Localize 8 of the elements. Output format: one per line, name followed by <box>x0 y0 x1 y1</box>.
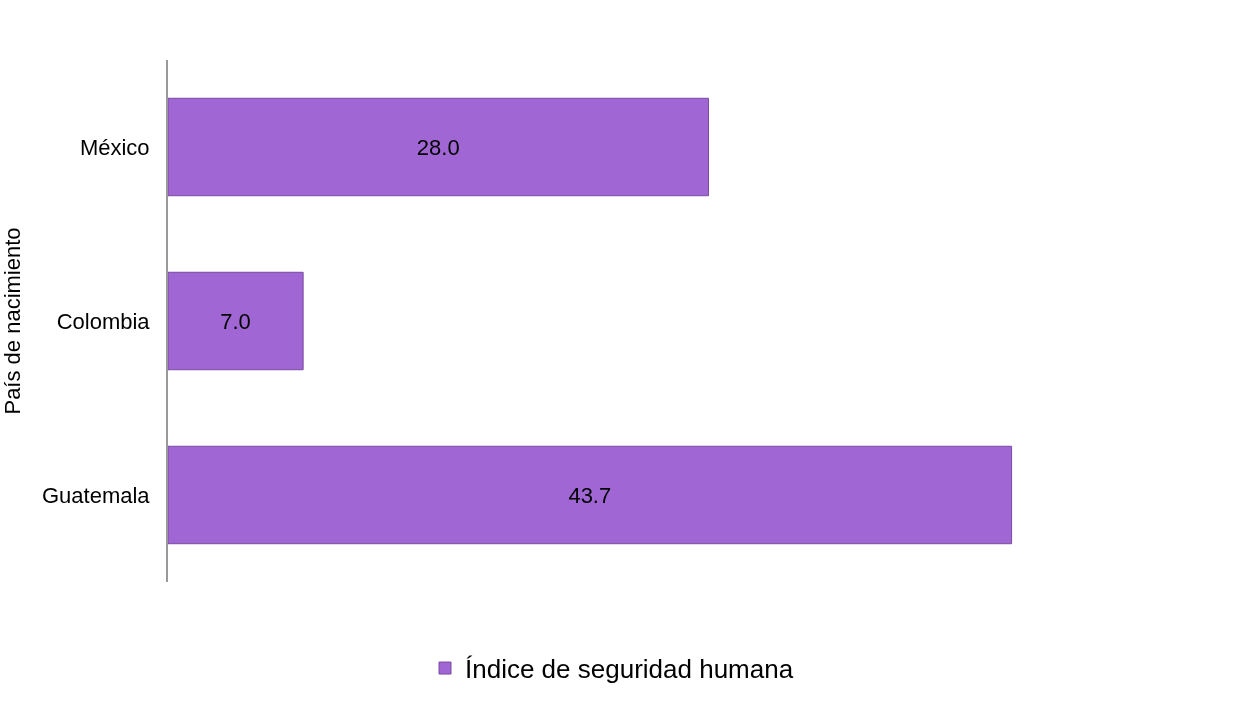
y-tick-label: Colombia <box>56 308 151 334</box>
y-tick-label: Guatemala <box>41 482 151 508</box>
legend-label: Índice de seguridad humana <box>465 654 794 685</box>
data-label: 7.0 <box>220 308 251 334</box>
data-label: 28.0 <box>416 134 460 160</box>
y-axis-title: País de nacimiento <box>0 227 26 415</box>
y-tick-label: México <box>79 134 150 160</box>
data-label: 43.7 <box>568 482 612 508</box>
